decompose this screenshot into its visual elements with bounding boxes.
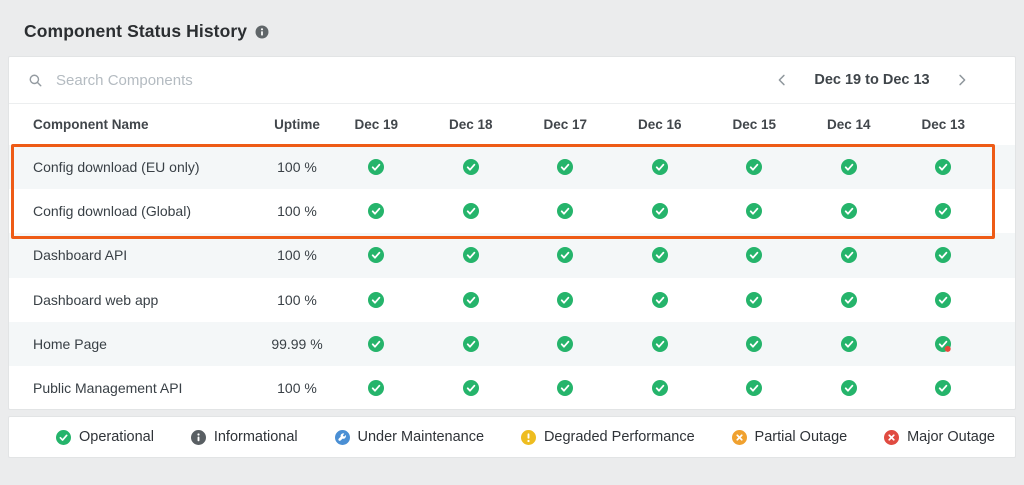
date-range-label: Dec 19 to Dec 13	[814, 72, 930, 88]
operational-icon	[802, 159, 897, 176]
partial-icon	[731, 429, 747, 445]
chevron-left-icon[interactable]	[769, 67, 795, 93]
operational-icon	[56, 429, 71, 445]
date-navigation: Dec 19 to Dec 13	[769, 67, 1001, 93]
operational-icon	[424, 335, 519, 352]
operational-icon	[424, 291, 519, 308]
column-header: Dec 17	[543, 117, 588, 132]
table-row: Dashboard API 100 %	[9, 233, 1015, 278]
operational-icon	[802, 247, 897, 264]
table-toolbar: Dec 19 to Dec 13	[9, 57, 1015, 104]
uptime-value: 100 %	[277, 203, 317, 220]
column-header: Dec 13	[921, 117, 966, 132]
informational-icon	[190, 429, 206, 445]
component-name: Dashboard API	[33, 247, 128, 264]
chevron-right-icon[interactable]	[949, 67, 975, 93]
component-name: Config download (Global)	[33, 203, 191, 220]
operational-icon	[613, 159, 708, 176]
operational-icon	[896, 380, 991, 397]
operational-icon	[707, 247, 802, 264]
legend-item: Major Outage	[884, 429, 995, 445]
operational-icon	[707, 335, 802, 352]
operational-icon	[424, 247, 519, 264]
operational-icon	[802, 291, 897, 308]
operational-icon	[896, 291, 991, 308]
operational-icon	[424, 203, 519, 220]
operational-icon	[329, 159, 424, 176]
operational-icon	[802, 335, 897, 352]
uptime-value: 100 %	[277, 159, 317, 176]
operational-icon	[518, 203, 613, 220]
uptime-value: 100 %	[277, 247, 317, 264]
page-header: Component Status History	[0, 0, 1024, 56]
operational-icon	[707, 380, 802, 397]
operational-icon	[707, 159, 802, 176]
operational-icon	[518, 247, 613, 264]
legend-item: Degraded Performance	[520, 429, 695, 445]
operational-icon	[518, 291, 613, 308]
operational-incident-icon	[896, 335, 991, 352]
operational-icon	[329, 291, 424, 308]
operational-icon	[613, 291, 708, 308]
operational-icon	[424, 159, 519, 176]
table-row: Home Page 99.99 %	[9, 321, 1015, 366]
column-header: Dec 16	[637, 117, 682, 132]
operational-icon	[802, 380, 897, 397]
operational-icon	[707, 203, 802, 220]
uptime-value: 100 %	[277, 380, 317, 397]
operational-icon	[329, 380, 424, 397]
operational-icon	[329, 247, 424, 264]
operational-icon	[424, 380, 519, 397]
operational-icon	[329, 335, 424, 352]
column-header: Component Name	[33, 117, 149, 132]
search-input[interactable]	[56, 71, 476, 89]
legend-item: Operational	[56, 429, 154, 445]
column-header: Uptime	[274, 117, 320, 132]
operational-icon	[518, 159, 613, 176]
maintenance-icon	[334, 429, 350, 445]
major-icon	[884, 429, 900, 445]
operational-icon	[613, 380, 708, 397]
operational-icon	[896, 247, 991, 264]
legend-item: Partial Outage	[731, 429, 847, 445]
column-header: Dec 14	[826, 117, 871, 132]
component-name: Public Management API	[33, 380, 183, 397]
search-icon	[29, 74, 42, 86]
title-info-icon[interactable]	[255, 25, 269, 39]
component-name: Dashboard web app	[33, 291, 159, 308]
table-row: Config download (Global) 100 %	[9, 189, 1015, 233]
status-legend: Operational Informational Under Maintena…	[8, 416, 1016, 458]
operational-icon	[518, 335, 613, 352]
legend-item: Under Maintenance	[334, 429, 484, 445]
component-name: Home Page	[33, 335, 107, 352]
component-name: Config download (EU only)	[33, 159, 200, 176]
page-title: Component Status History	[24, 21, 248, 41]
operational-icon	[613, 203, 708, 220]
operational-icon	[613, 335, 708, 352]
legend-item: Informational	[190, 429, 298, 445]
operational-icon	[896, 159, 991, 176]
table-body: Config download (EU only) 100 % Config d…	[9, 145, 1015, 410]
operational-icon	[707, 291, 802, 308]
operational-icon	[802, 203, 897, 220]
table-row: Config download (EU only) 100 %	[9, 145, 1015, 190]
column-header: Dec 18	[448, 117, 493, 132]
table-header-row: Component Name Uptime Dec 19 Dec 18 Dec …	[9, 104, 1015, 145]
table-row: Dashboard web app 100 %	[9, 278, 1015, 322]
column-header: Dec 19	[354, 117, 399, 132]
column-header: Dec 15	[732, 117, 777, 132]
operational-icon	[613, 247, 708, 264]
degraded-icon	[520, 429, 536, 445]
operational-icon	[329, 203, 424, 220]
table-row: Public Management API 100 %	[9, 366, 1015, 410]
uptime-value: 99.99 %	[271, 335, 323, 352]
operational-icon	[518, 380, 613, 397]
component-status-table: Dec 19 to Dec 13 Component Name Uptime D…	[8, 56, 1016, 410]
operational-icon	[896, 203, 991, 220]
uptime-value: 100 %	[277, 291, 317, 308]
